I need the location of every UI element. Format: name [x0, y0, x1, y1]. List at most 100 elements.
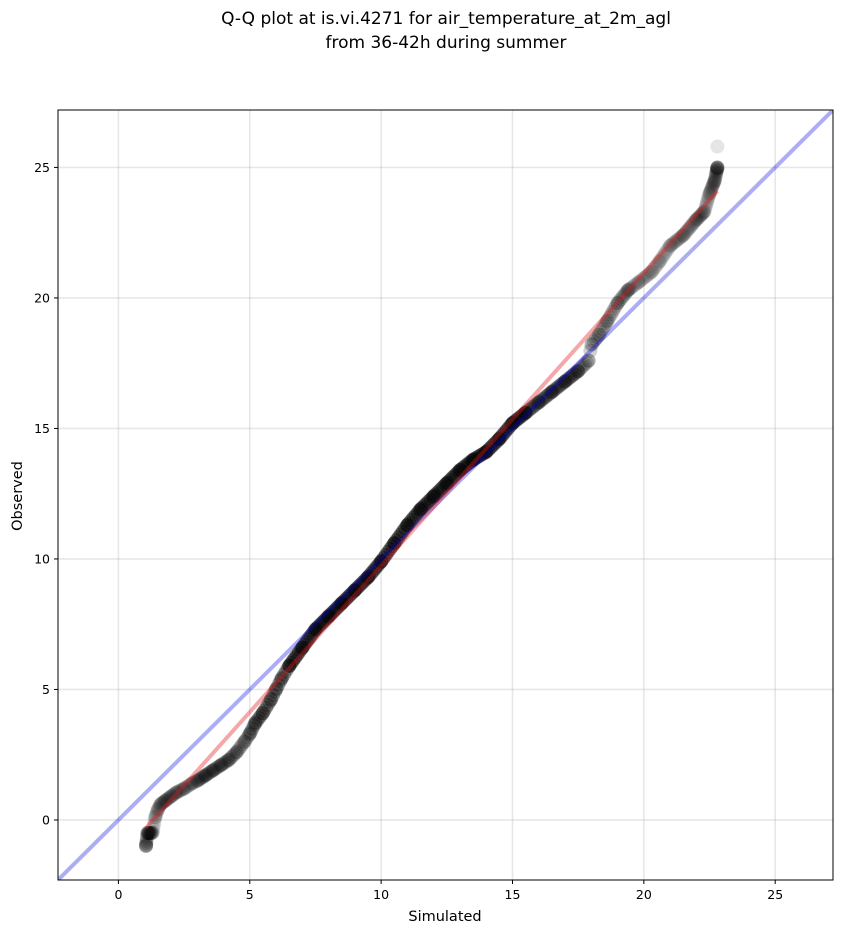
- data-point: [679, 224, 694, 239]
- data-point: [574, 360, 589, 375]
- data-point: [186, 775, 201, 790]
- data-point: [531, 395, 546, 410]
- data-point: [141, 826, 156, 841]
- data-point: [466, 452, 481, 467]
- data-point: [497, 425, 512, 440]
- data-point: [485, 438, 500, 453]
- data-point: [667, 235, 682, 250]
- data-point: [163, 789, 178, 804]
- data-point: [664, 237, 679, 252]
- data-point: [149, 806, 164, 821]
- data-point: [483, 440, 498, 455]
- data-point: [260, 697, 275, 712]
- data-point: [177, 781, 192, 796]
- data-point: [214, 757, 229, 772]
- data-point: [406, 510, 421, 525]
- data-point: [139, 838, 154, 853]
- data-point: [142, 826, 157, 841]
- data-point: [662, 239, 677, 254]
- data-point: [493, 430, 508, 445]
- data-point: [207, 762, 222, 777]
- data-point: [361, 570, 375, 585]
- data-point: [624, 280, 639, 295]
- data-point: [655, 249, 670, 264]
- data-point: [481, 443, 496, 458]
- data-point: [264, 691, 279, 706]
- data-point: [426, 489, 441, 504]
- data-point: [372, 556, 387, 571]
- data-point: [566, 367, 581, 382]
- data-point: [688, 213, 703, 228]
- data-point: [353, 577, 368, 592]
- data-point: [374, 554, 389, 569]
- data-point: [707, 173, 722, 188]
- data-point: [154, 796, 169, 811]
- data-point: [638, 270, 653, 285]
- data-point: [452, 463, 467, 478]
- data-point: [153, 797, 168, 812]
- data-point: [376, 550, 391, 565]
- data-point: [536, 391, 551, 406]
- data-point: [602, 310, 617, 325]
- data-point: [593, 324, 608, 339]
- data-point: [255, 705, 270, 720]
- data-point: [709, 166, 724, 181]
- data-point: [636, 271, 651, 286]
- data-point: [139, 838, 154, 853]
- data-point: [366, 564, 381, 579]
- data-point: [478, 445, 493, 460]
- data-point: [161, 791, 176, 806]
- data-point: [565, 368, 580, 383]
- data-point: [421, 494, 436, 509]
- data-point: [563, 370, 578, 385]
- data-point: [703, 183, 718, 198]
- data-point: [510, 412, 525, 427]
- data-point: [299, 634, 314, 649]
- data-point: [200, 767, 215, 782]
- data-point: [278, 664, 293, 679]
- data-point: [709, 167, 724, 182]
- data-point: [470, 450, 485, 465]
- data-point: [385, 539, 400, 554]
- data-point: [447, 468, 462, 483]
- data-point: [211, 759, 226, 774]
- data-point: [142, 826, 157, 841]
- data-point: [293, 642, 308, 657]
- data-point: [139, 829, 154, 844]
- data-point: [141, 826, 156, 841]
- data-point: [588, 332, 603, 347]
- data-point: [528, 398, 543, 413]
- data-point: [243, 724, 258, 739]
- data-point: [530, 396, 545, 411]
- data-point: [235, 737, 250, 752]
- data-point: [693, 208, 708, 223]
- data-point: [453, 462, 468, 477]
- data-point: [704, 181, 719, 196]
- data-point: [167, 786, 182, 801]
- data-point: [155, 796, 170, 811]
- data-point: [221, 753, 236, 768]
- data-point: [139, 836, 154, 851]
- data-point: [193, 771, 208, 786]
- data-point: [169, 785, 184, 800]
- data-point: [705, 179, 720, 194]
- x-axis-label: Simulated: [408, 909, 481, 925]
- data-point: [417, 498, 432, 513]
- data-point: [709, 164, 724, 179]
- data-point: [145, 825, 160, 840]
- data-point: [551, 379, 566, 394]
- x-tick-label: 5: [246, 887, 254, 902]
- data-point: [688, 214, 703, 229]
- data-point: [516, 407, 531, 422]
- data-point: [669, 233, 684, 248]
- data-point: [697, 203, 712, 218]
- data-point: [689, 212, 704, 227]
- data-point: [710, 161, 725, 176]
- data-point: [691, 210, 706, 225]
- data-point: [190, 773, 205, 788]
- data-point: [542, 387, 557, 402]
- grid: [58, 110, 833, 880]
- data-point: [317, 613, 332, 628]
- data-point: [568, 365, 583, 380]
- data-point: [205, 763, 220, 778]
